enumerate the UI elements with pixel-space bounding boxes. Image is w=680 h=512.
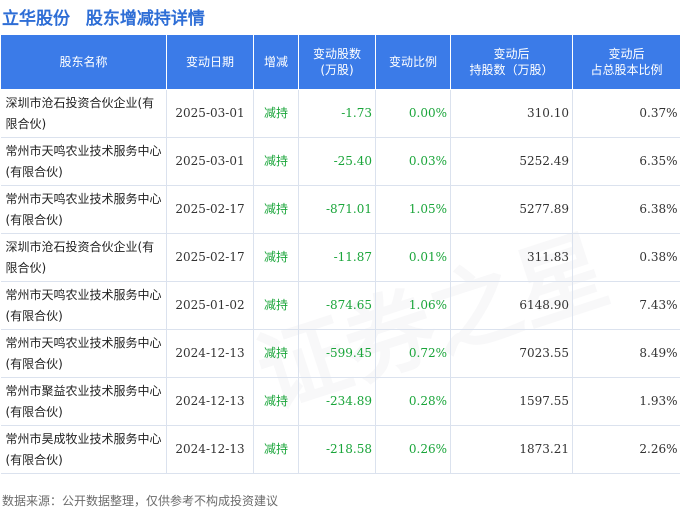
shareholder-name: 常州市天鸣农业技术服务中心(有限合伙)	[0, 137, 167, 186]
shareholder-name: 常州市天鸣农业技术服务中心(有限合伙)	[0, 329, 167, 378]
after-ratio: 2.26%	[572, 425, 680, 474]
table-row: 深圳市沧石投资合伙企业(有限合伙) 2025-03-01 减持 -1.73 0.00% 3…	[0, 89, 680, 138]
change-shares: -234.89	[298, 377, 376, 426]
change-date: 2025-03-01	[166, 89, 254, 138]
page-title: 立华股份 股东增减持详情	[2, 4, 205, 29]
shareholder-name: 深圳市沧石投资合伙企业(有限合伙)	[0, 233, 167, 282]
table-header-row: 股东名称 变动日期 增减 变动股数 (万股) 变动比例 变动后 持股数（万股） 变动后 占总股本比…	[0, 34, 680, 90]
change-ratio: 0.28%	[375, 377, 451, 426]
after-shares: 5277.89	[450, 185, 573, 234]
change-direction: 减持	[253, 281, 299, 330]
table-row: 常州市天鸣农业技术服务中心(有限合伙) 2025-01-02 减持 -874.65 1.…	[0, 281, 680, 330]
change-ratio: 0.26%	[375, 425, 451, 474]
col-header-direction: 增减	[253, 34, 299, 90]
table-row: 常州市天鸣农业技术服务中心(有限合伙) 2024-12-13 减持 -599.45 0.…	[0, 329, 680, 378]
shareholder-name: 常州市聚益农业技术服务中心(有限合伙)	[0, 377, 167, 426]
table-row: 常州市天鸣农业技术服务中心(有限合伙) 2025-03-01 减持 -25.40 0.0…	[0, 137, 680, 186]
change-date: 2025-01-02	[166, 281, 254, 330]
change-direction: 减持	[253, 89, 299, 138]
change-ratio: 0.03%	[375, 137, 451, 186]
after-ratio: 6.38%	[572, 185, 680, 234]
after-shares: 6148.90	[450, 281, 573, 330]
change-direction: 减持	[253, 233, 299, 282]
change-ratio: 0.00%	[375, 89, 451, 138]
table-body: 深圳市沧石投资合伙企业(有限合伙) 2025-03-01 减持 -1.73 0.00% 3…	[0, 89, 680, 474]
col-header-shareholder: 股东名称	[0, 34, 167, 90]
change-shares: -218.58	[298, 425, 376, 474]
change-shares: -871.01	[298, 185, 376, 234]
change-direction: 减持	[253, 185, 299, 234]
after-shares: 5252.49	[450, 137, 573, 186]
col-header-after-shares: 变动后 持股数（万股）	[450, 34, 573, 90]
change-ratio: 1.05%	[375, 185, 451, 234]
change-shares: -25.40	[298, 137, 376, 186]
change-date: 2025-02-17	[166, 233, 254, 282]
col-header-after-ratio: 变动后 占总股本比例	[572, 34, 680, 90]
col-header-change-shares: 变动股数 (万股)	[298, 34, 376, 90]
shareholder-name: 常州市天鸣农业技术服务中心(有限合伙)	[0, 281, 167, 330]
change-direction: 减持	[253, 137, 299, 186]
shareholder-name: 深圳市沧石投资合伙企业(有限合伙)	[0, 89, 167, 138]
after-ratio: 8.49%	[572, 329, 680, 378]
change-ratio: 1.06%	[375, 281, 451, 330]
change-direction: 减持	[253, 425, 299, 474]
page-subtitle: 股东增减持详情	[85, 9, 205, 29]
after-shares: 311.83	[450, 233, 573, 282]
shareholder-name: 常州市昊成牧业技术服务中心(有限合伙)	[0, 425, 167, 474]
after-ratio: 0.37%	[572, 89, 680, 138]
after-ratio: 0.38%	[572, 233, 680, 282]
after-shares: 1597.55	[450, 377, 573, 426]
after-ratio: 7.43%	[572, 281, 680, 330]
change-date: 2024-12-13	[166, 377, 254, 426]
change-direction: 减持	[253, 377, 299, 426]
col-header-change-ratio: 变动比例	[375, 34, 451, 90]
table-row: 深圳市沧石投资合伙企业(有限合伙) 2025-02-17 减持 -11.87 0.01%…	[0, 233, 680, 282]
change-date: 2024-12-13	[166, 425, 254, 474]
after-shares: 7023.55	[450, 329, 573, 378]
change-shares: -599.45	[298, 329, 376, 378]
change-date: 2025-02-17	[166, 185, 254, 234]
change-ratio: 0.01%	[375, 233, 451, 282]
after-shares: 310.10	[450, 89, 573, 138]
table-row: 常州市天鸣农业技术服务中心(有限合伙) 2025-02-17 减持 -871.01 1.…	[0, 185, 680, 234]
data-source-note: 数据来源：公开数据整理，仅供参考不构成投资建议	[2, 494, 279, 508]
stock-name: 立华股份	[2, 9, 70, 29]
change-date: 2024-12-13	[166, 329, 254, 378]
table-row: 常州市聚益农业技术服务中心(有限合伙) 2024-12-13 减持 -234.89 0.…	[0, 377, 680, 426]
change-shares: -874.65	[298, 281, 376, 330]
shareholder-name: 常州市天鸣农业技术服务中心(有限合伙)	[0, 185, 167, 234]
col-header-date: 变动日期	[166, 34, 254, 90]
change-direction: 减持	[253, 329, 299, 378]
change-ratio: 0.72%	[375, 329, 451, 378]
change-shares: -1.73	[298, 89, 376, 138]
after-ratio: 6.35%	[572, 137, 680, 186]
shareholder-change-table: 股东名称 变动日期 增减 变动股数 (万股) 变动比例 变动后 持股数（万股） 变动后 占总股本比…	[0, 34, 680, 474]
after-shares: 1873.21	[450, 425, 573, 474]
after-ratio: 1.93%	[572, 377, 680, 426]
table-row: 常州市昊成牧业技术服务中心(有限合伙) 2024-12-13 减持 -218.58 0.…	[0, 425, 680, 474]
change-date: 2025-03-01	[166, 137, 254, 186]
change-shares: -11.87	[298, 233, 376, 282]
